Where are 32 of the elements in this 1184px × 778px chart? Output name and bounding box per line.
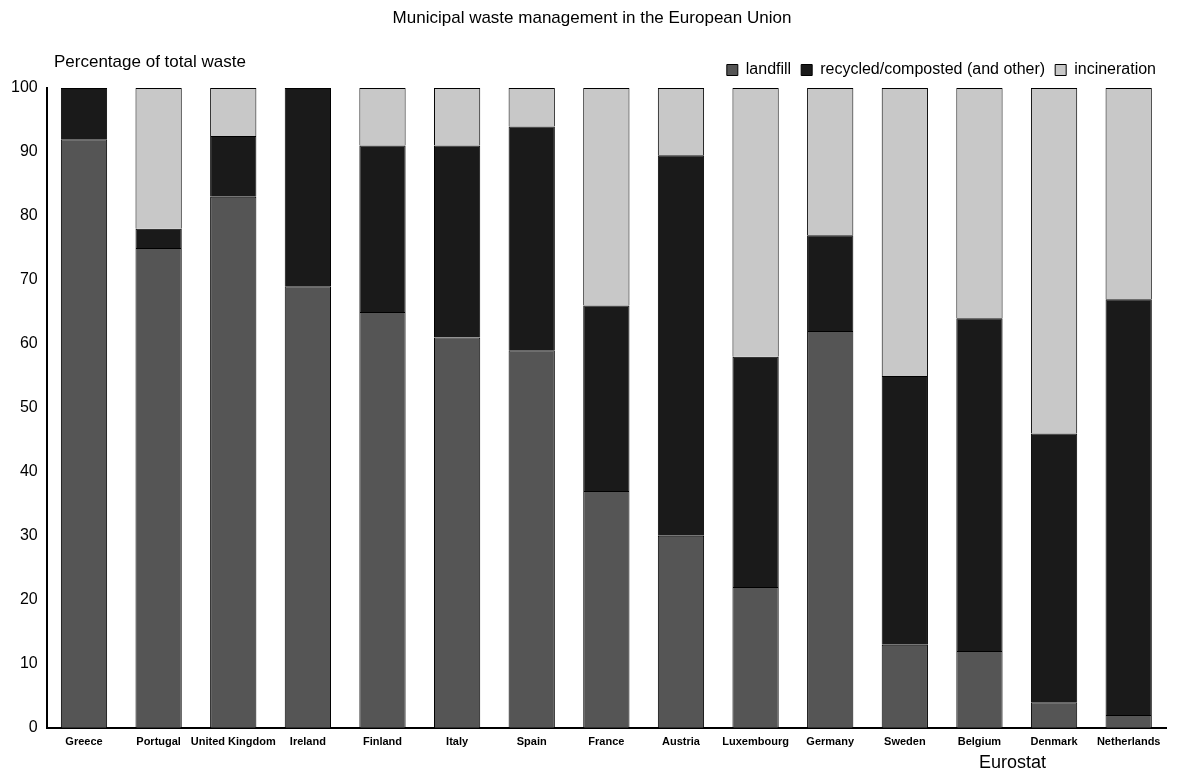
x-tick-label: Netherlands <box>1096 735 1161 748</box>
x-tick-label: Greece <box>65 735 103 748</box>
x-tick-label: Italy <box>446 735 469 748</box>
y-tick-label: 60 <box>19 334 38 352</box>
x-tick-label: Sweden <box>884 735 926 748</box>
x-tick-label: Denmark <box>1030 735 1079 748</box>
chart-title: Municipal waste management in the European Union <box>391 8 793 28</box>
legend-label: incineration <box>1074 60 1156 78</box>
x-tick-label: Spain <box>516 735 547 748</box>
x-tick-label: Finland <box>362 735 403 748</box>
legend-label: recycled/composted (and other) <box>820 60 1046 78</box>
x-tick-label: Belgium <box>957 735 1002 748</box>
x-tick-label: Luxembourg <box>722 735 789 748</box>
y-tick-label: 40 <box>19 462 38 480</box>
text: Eurostat <box>977 752 1047 773</box>
y-tick-label: 20 <box>19 590 38 608</box>
y-tick-label: 0 <box>28 718 38 736</box>
y-tick-label: 50 <box>19 398 38 416</box>
legend-label: landfill <box>745 60 792 78</box>
y-tick-label: 100 <box>10 78 38 96</box>
y-tick-label: 70 <box>19 270 38 288</box>
y-tick-label: 80 <box>19 206 38 224</box>
x-tick-label: United Kingdom <box>190 735 276 748</box>
y-tick-label: 30 <box>19 526 38 544</box>
y-tick-label: 10 <box>19 654 38 672</box>
x-tick-label: Germany <box>806 735 855 748</box>
y-tick-label: 90 <box>19 142 38 160</box>
x-tick-label: France <box>588 735 625 748</box>
x-tick-label: Ireland <box>289 735 326 748</box>
x-tick-label: Portugal <box>136 735 181 748</box>
y-axis-title: Percentage of total waste <box>54 52 246 72</box>
x-tick-label: Austria <box>662 735 701 748</box>
